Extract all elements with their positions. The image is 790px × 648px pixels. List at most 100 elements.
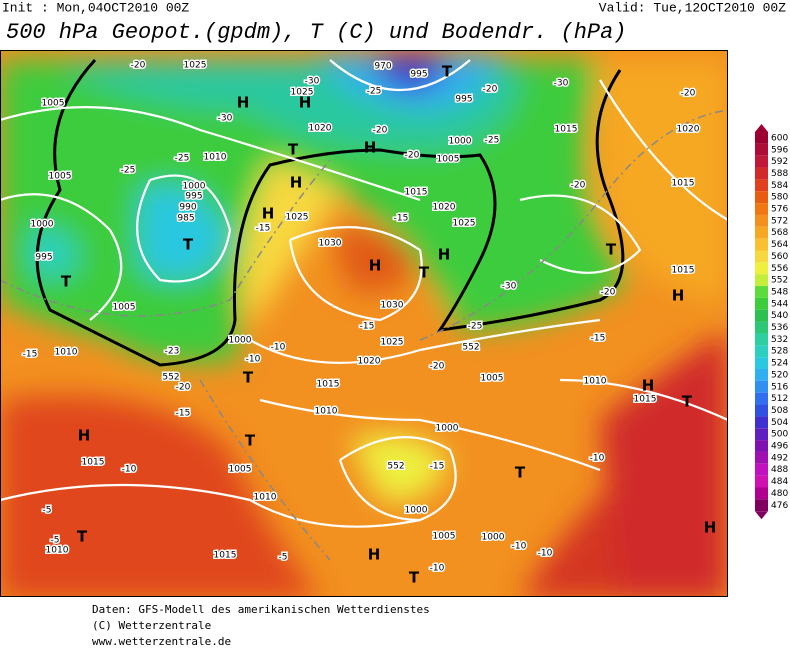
contour-label: 990 (179, 203, 196, 213)
color-bar-label: 520 (771, 370, 788, 380)
contour-label: -5 (51, 536, 60, 546)
contour-label: 995 (455, 95, 472, 105)
contour-label: 985 (177, 214, 194, 224)
color-bar-label: 516 (771, 382, 788, 392)
contour-label: 552 (462, 343, 479, 353)
contour-label: -20 (405, 151, 420, 161)
contour-label: 1005 (481, 374, 504, 384)
contour-label: 1015 (405, 188, 428, 198)
pressure-center: T (409, 569, 420, 587)
color-bar-label: 572 (771, 216, 788, 226)
color-bar-cell (755, 143, 768, 156)
contour-label: 1010 (315, 407, 338, 417)
color-bar-cell (755, 345, 768, 358)
color-bar-label: 488 (771, 465, 788, 475)
pressure-center: T (77, 528, 88, 546)
contour-label: -30 (502, 282, 517, 292)
contour-label: 1020 (358, 357, 381, 367)
color-bar-label: 560 (771, 252, 788, 262)
footer-line: www.wetterzentrale.de (92, 635, 231, 648)
color-bar-label: 532 (771, 335, 788, 345)
contour-label: 1010 (254, 493, 277, 503)
color-bar-tip (755, 511, 768, 520)
contour-label: 1020 (677, 125, 700, 135)
contour-label: -10 (538, 549, 553, 559)
color-bar-label: 540 (771, 311, 788, 321)
color-bar-label: 476 (771, 501, 788, 511)
contour-label: 1000 (31, 220, 54, 230)
color-bar-cell (755, 487, 768, 500)
color-bar-label: 480 (771, 489, 788, 499)
color-bar-tip (755, 124, 768, 132)
color-bar-label: 528 (771, 347, 788, 357)
color-bar-label: 596 (771, 145, 788, 155)
color-bar-cell (755, 392, 768, 405)
color-bar-cell (755, 357, 768, 369)
color-bar-cell (755, 380, 768, 393)
contour-label: -5 (279, 553, 288, 563)
color-bar-cell (755, 321, 768, 334)
contour-label: 552 (387, 462, 404, 472)
contour-label: 1015 (634, 395, 657, 405)
pressure-center: H (262, 205, 275, 223)
pressure-center: H (290, 174, 303, 192)
pressure-center: H (438, 246, 451, 264)
contour-label: -15 (23, 350, 38, 360)
contour-label: 1020 (309, 124, 332, 134)
color-bar-cell (755, 463, 768, 476)
footer-line: (C) Wetterzentrale (92, 619, 211, 632)
color-bar-label: 580 (771, 193, 788, 203)
contour-label: -15 (256, 224, 271, 234)
contour-label: 1010 (46, 546, 69, 556)
color-bar-label: 576 (771, 205, 788, 215)
contour-label: -25 (367, 87, 382, 97)
contour-label: 1010 (204, 153, 227, 163)
contour-label: -30 (305, 77, 320, 87)
contour-label: 1010 (55, 348, 78, 358)
pressure-center: H (237, 94, 250, 112)
map-field (0, 50, 728, 597)
contour-label: 1015 (317, 380, 340, 390)
pressure-center: T (606, 241, 617, 259)
color-bar-cell (755, 499, 768, 512)
contour-label: -25 (468, 322, 483, 332)
contour-label: 1005 (113, 303, 136, 313)
color-bar-cell (755, 238, 768, 251)
color-bar-cell (755, 475, 768, 488)
contour-label: -20 (601, 288, 616, 298)
color-bar-label: 536 (771, 323, 788, 333)
contour-label: 1025 (286, 213, 309, 223)
pressure-center: T (442, 63, 453, 81)
color-bar-cell (755, 203, 768, 215)
pressure-center: T (419, 264, 430, 282)
pressure-center: T (682, 393, 693, 411)
color-bar-label: 548 (771, 287, 788, 297)
color-bar-cell (755, 309, 768, 322)
map-frame (0, 50, 728, 597)
color-bar-cell (755, 297, 768, 310)
contour-label: -20 (373, 126, 388, 136)
contour-label: 1005 (42, 99, 65, 109)
contour-label: 1010 (584, 377, 607, 387)
contour-label: 1030 (319, 239, 342, 249)
contour-label: -10 (271, 343, 286, 353)
contour-label: 1030 (381, 301, 404, 311)
color-bar-cell (755, 451, 768, 464)
contour-label: 1025 (291, 88, 314, 98)
pressure-center: H (672, 287, 685, 305)
color-bar-cell (755, 274, 768, 287)
contour-label: -30 (218, 114, 233, 124)
color-bar-label: 600 (771, 133, 788, 143)
contour-label: 1015 (672, 266, 695, 276)
pressure-center: H (368, 546, 381, 564)
contour-label: 995 (185, 192, 202, 202)
contour-label: 995 (35, 253, 52, 263)
color-bar-cell (755, 333, 768, 346)
contour-label: -20 (131, 61, 146, 71)
contour-label: -30 (554, 79, 569, 89)
contour-label: 995 (410, 70, 427, 80)
contour-label: -25 (175, 154, 190, 164)
color-bar-cell (755, 191, 768, 204)
contour-label: 1020 (433, 203, 456, 213)
pressure-center: H (642, 377, 655, 395)
